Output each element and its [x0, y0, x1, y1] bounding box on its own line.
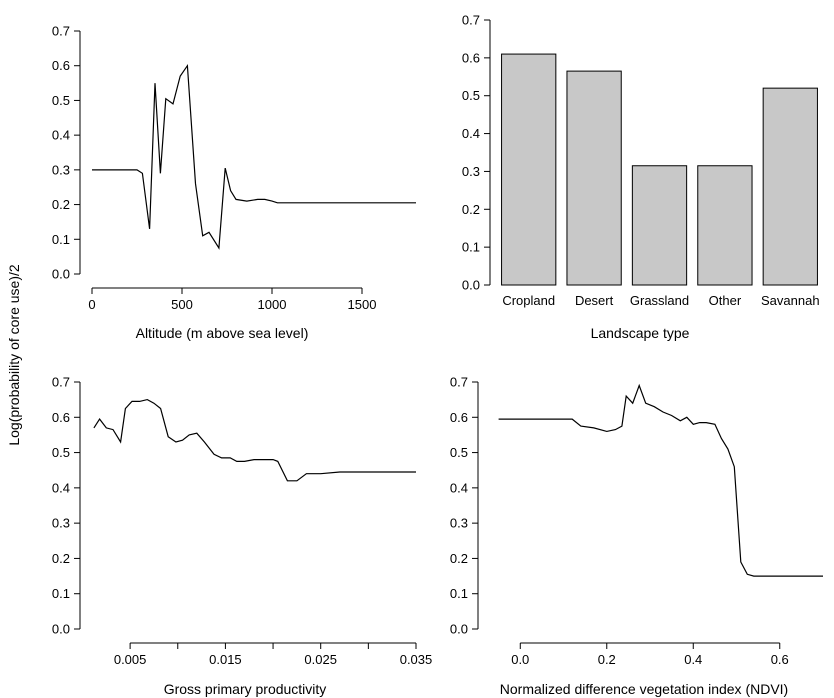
panel-gpp-x-axis-title: Gross primary productivity: [164, 681, 327, 697]
panel-altitude-y-tick-label: 0.1: [52, 232, 70, 247]
bar-category-label: Other: [709, 293, 742, 308]
panel-ndvi-x-axis-title: Normalized difference vegetation index (…: [500, 681, 788, 697]
panel-gpp-y-tick-label: 0.4: [52, 480, 70, 495]
panel-ndvi-x-tick-label: 0.2: [598, 652, 616, 667]
panel-gpp-y-tick-label: 0.6: [52, 410, 70, 425]
bar-category-label: Desert: [575, 293, 614, 308]
panel-gpp-y-tick-label: 0.2: [52, 551, 70, 566]
panel-ndvi-x-tick-label: 0.6: [771, 652, 789, 667]
bar-category-label: Grassland: [630, 293, 689, 308]
bar-category-label: Savannah: [761, 293, 820, 308]
panel-altitude-x-tick-label: 0: [88, 297, 95, 312]
panel-gpp-y-tick-label: 0.7: [52, 375, 70, 390]
panel-altitude-x-tick-label: 500: [171, 297, 193, 312]
panel-altitude-y-tick-label: 0.6: [52, 58, 70, 73]
panel-gpp-y-tick-label: 0.1: [52, 586, 70, 601]
panel-altitude-series-line: [92, 63, 416, 250]
panel-altitude-x-tick-label: 1500: [348, 297, 377, 312]
panel-gpp-x-tick-label: 0.035: [400, 652, 433, 667]
panel-landscape-y-tick-label: 0.7: [462, 13, 480, 28]
bar-category-label: Cropland: [502, 293, 555, 308]
panel-gpp: Gross primary productivity 0.0 0.1 0.2 0.3 0…: [52, 375, 432, 698]
panel-ndvi: Normalized difference vegetation index (…: [450, 375, 823, 697]
bar-savannah: [762, 87, 818, 286]
panel-landscape: Landscape type 0.0 0.1 0.2 0.3 0.4 0.5 0.6 0.7 C…: [462, 13, 820, 342]
panel-gpp-y-tick-label: 0.3: [52, 516, 70, 531]
bar-grassland: [631, 165, 688, 286]
panel-landscape-y-tick-label: 0.2: [462, 202, 480, 217]
panel-landscape-y-tick-label: 0.3: [462, 164, 480, 179]
panel-landscape-y-tick-label: 0.0: [462, 278, 480, 293]
panel-gpp-series-line: [93, 398, 416, 482]
bar-other: [697, 165, 753, 286]
panel-ndvi-y-tick-label: 0.2: [450, 551, 468, 566]
panel-altitude-x-axis-title: Altitude (m above sea level): [136, 325, 309, 341]
panel-altitude-y-tick-label: 0.5: [52, 93, 70, 108]
panel-altitude: Altitude (m above sea level) 0.0 0.1 0.2 0.…: [52, 24, 416, 341]
panel-altitude-y-tick-label: 0.2: [52, 197, 70, 212]
panel-ndvi-x-tick-label: 0.4: [684, 652, 702, 667]
panel-altitude-y-tick-label: 0.0: [52, 267, 70, 282]
panel-gpp-x-tick-label: 0.005: [114, 652, 147, 667]
panel-ndvi-y-tick-label: 0.1: [450, 586, 468, 601]
panel-ndvi-y-tick-label: 0.6: [450, 410, 468, 425]
panel-ndvi-series-line: [498, 383, 823, 577]
panel-altitude-y-tick-label: 0.3: [52, 162, 70, 177]
panel-ndvi-y-tick-label: 0.5: [450, 445, 468, 460]
panel-gpp-y-tick-label: 0.0: [52, 622, 70, 637]
panel-landscape-y-tick-label: 0.4: [462, 126, 480, 141]
panel-gpp-y-tick-label: 0.5: [52, 445, 70, 460]
panel-gpp-x-tick-label: 0.015: [209, 652, 242, 667]
panel-landscape-y-tick-label: 0.6: [462, 50, 480, 65]
panel-altitude-y-tick-label: 0.7: [52, 24, 70, 39]
panel-ndvi-y-tick-label: 0.7: [450, 375, 468, 390]
panel-ndvi-y-tick-label: 0.0: [450, 622, 468, 637]
panel-ndvi-y-tick-label: 0.3: [450, 516, 468, 531]
panel-landscape-x-axis-title: Landscape type: [591, 325, 690, 341]
panel-altitude-y-tick-label: 0.4: [52, 128, 70, 143]
bar-cropland: [501, 53, 557, 286]
panel-ndvi-x-tick-label: 0.0: [511, 652, 529, 667]
panel-altitude-x-tick-label: 1000: [258, 297, 287, 312]
panel-landscape-y-tick-label: 0.5: [462, 88, 480, 103]
bar-desert: [566, 70, 622, 286]
shared-y-axis-title: Log(probability of core use)/2: [6, 264, 22, 446]
panel-gpp-x-tick-label: 0.025: [304, 652, 337, 667]
panel-ndvi-y-tick-label: 0.4: [450, 480, 468, 495]
panel-landscape-y-tick-label: 0.1: [462, 240, 480, 255]
